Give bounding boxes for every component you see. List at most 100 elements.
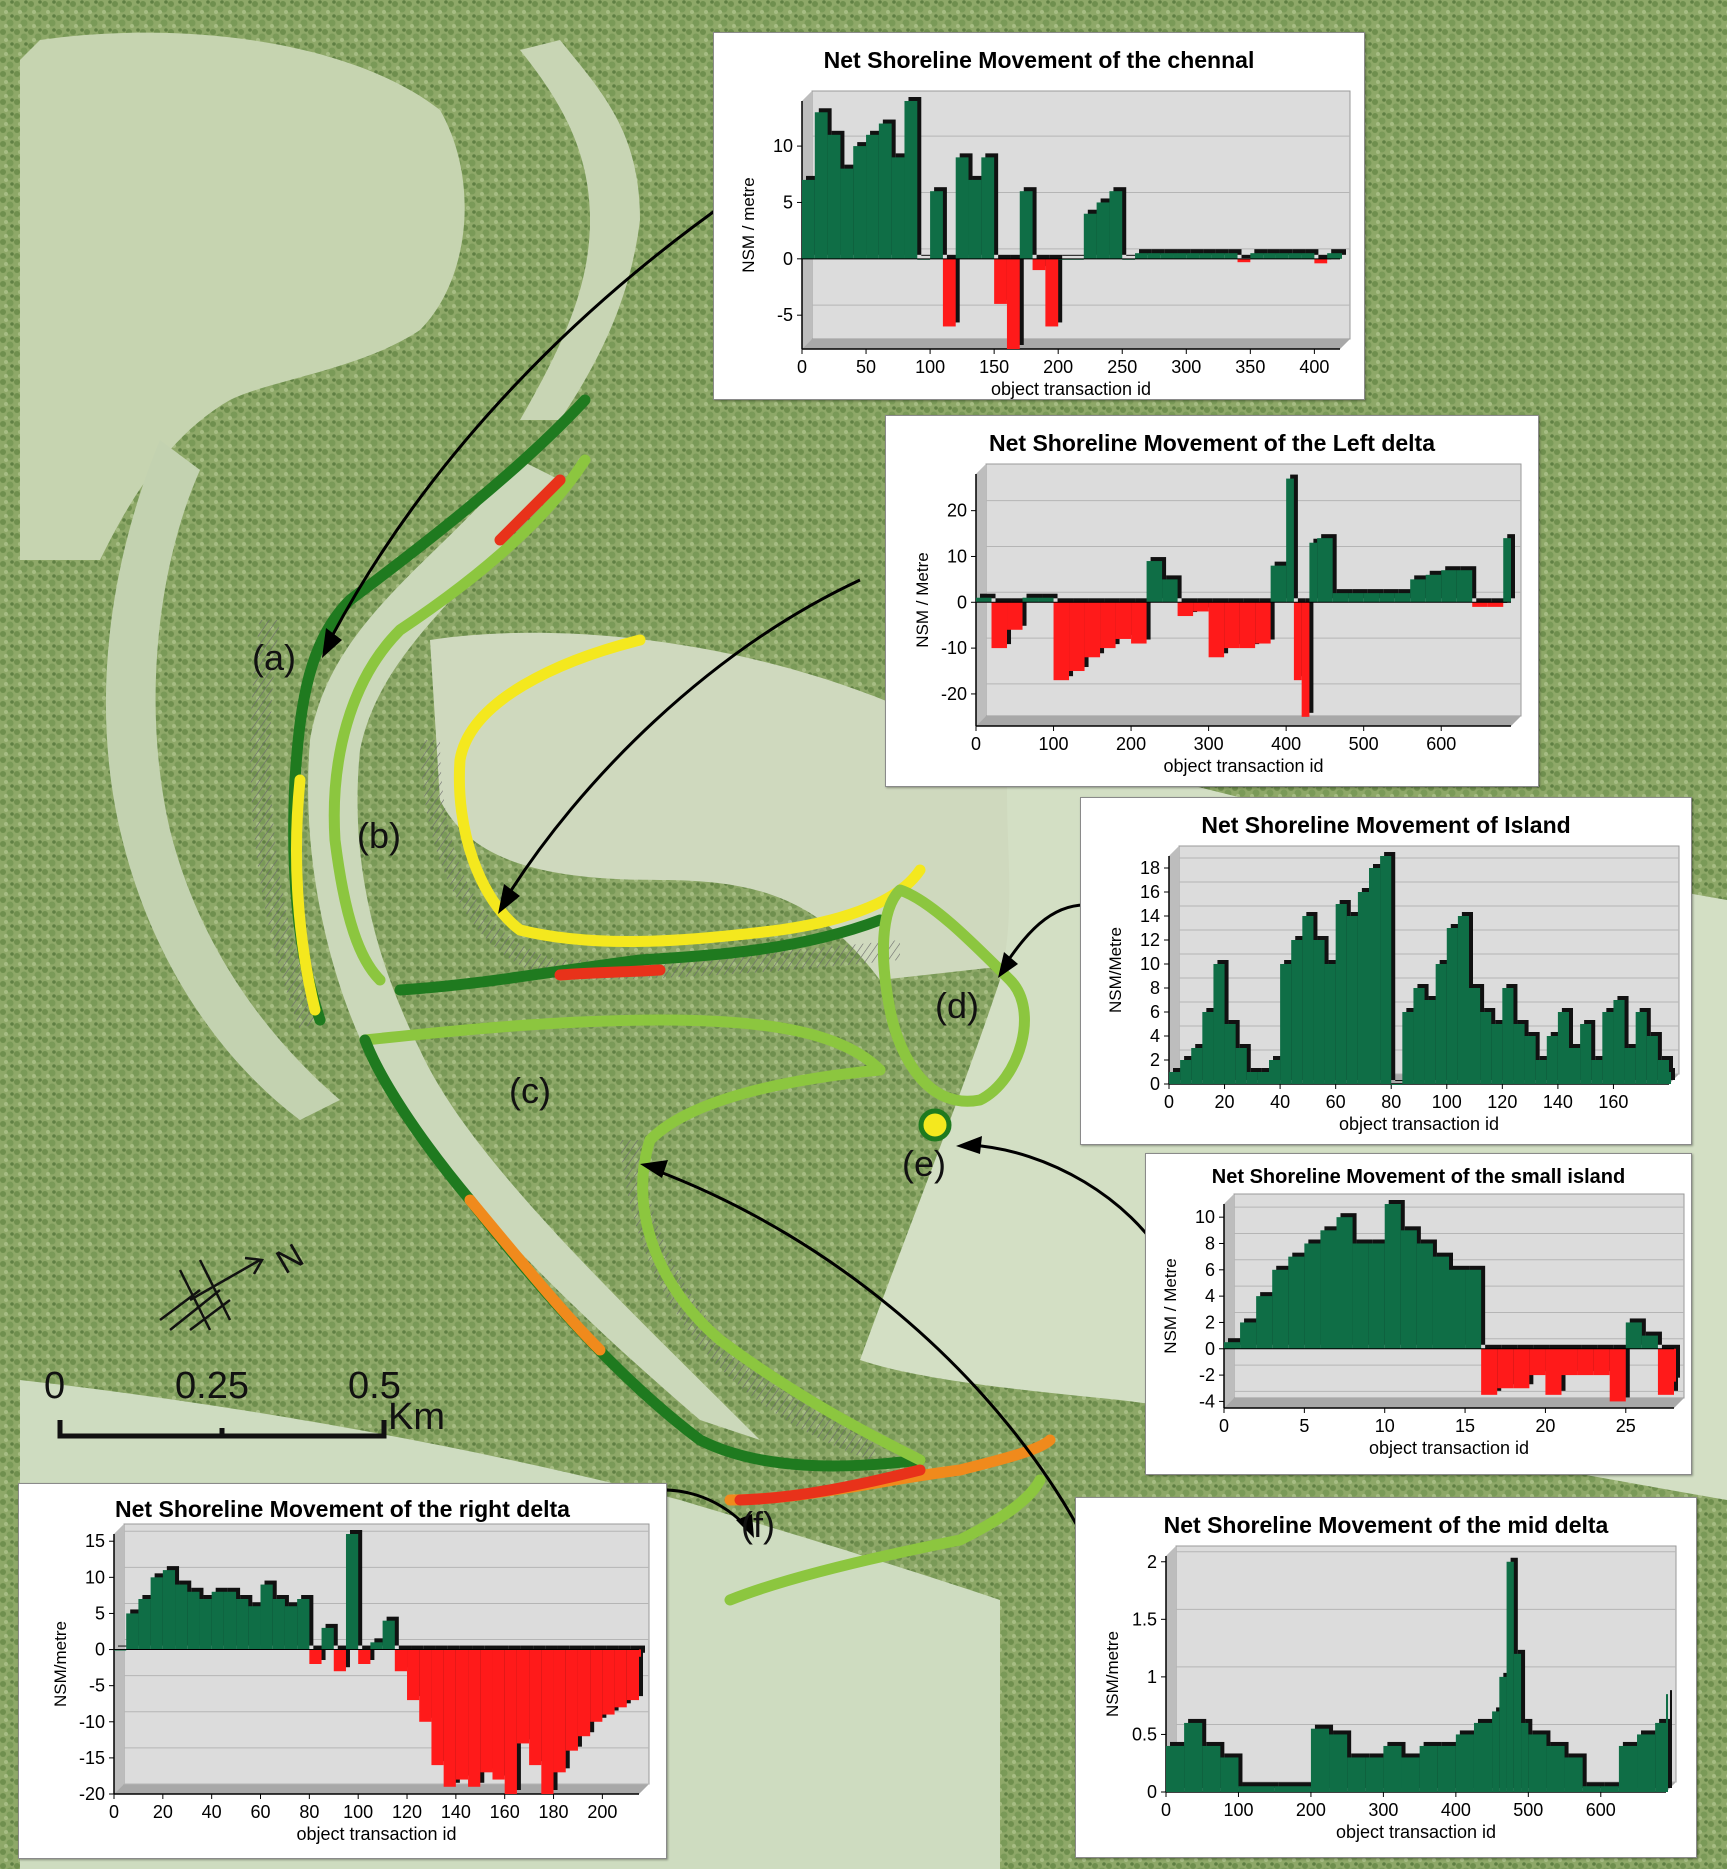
y-tick-label: 0 [1147, 1782, 1157, 1802]
x-tick-label: 160 [1598, 1092, 1628, 1112]
bar-shadow [1267, 249, 1280, 255]
x-tick-label: 400 [1271, 734, 1301, 754]
bar [930, 191, 943, 259]
bar [1352, 1243, 1369, 1349]
bar [1100, 602, 1116, 649]
bar [1255, 602, 1271, 644]
y-tick-label: 6 [1205, 1260, 1215, 1280]
region-label-f: (f) [741, 1504, 775, 1545]
bar [1416, 1243, 1433, 1349]
bar [480, 1649, 493, 1773]
x-tick-label: 500 [1513, 1800, 1543, 1820]
bar [1166, 1745, 1185, 1792]
shoreline-delta-top-red [554, 964, 666, 981]
x-tick-label: 150 [979, 357, 1009, 377]
bar [1160, 253, 1174, 259]
bar [1582, 1786, 1601, 1792]
bar [1580, 1024, 1592, 1084]
bar [1317, 538, 1333, 603]
y-axis-label: NSM/metre [1103, 1631, 1122, 1717]
bar-shadow [1278, 1782, 1315, 1788]
bar [1535, 1060, 1547, 1084]
bar [1380, 856, 1392, 1084]
x-tick-label: 25 [1616, 1416, 1636, 1436]
bar [1275, 253, 1289, 259]
bar [1135, 253, 1148, 259]
shoreline-a-yellow [291, 774, 321, 1016]
bar [1637, 1734, 1656, 1792]
bar [1314, 258, 1328, 264]
chart-title: Net Shoreline Movement of the right delt… [115, 1496, 570, 1522]
bar [639, 1649, 641, 1657]
bar [1457, 916, 1469, 1084]
bar [814, 112, 828, 259]
bar [1513, 1653, 1522, 1792]
y-tick-label: 0 [1205, 1339, 1215, 1359]
x-tick-label: 140 [1543, 1092, 1573, 1112]
bar-shadow [1254, 249, 1268, 255]
x-tick-label: 20 [153, 1802, 173, 1822]
bar-shadow [1507, 534, 1515, 599]
y-tick-label: 2 [1150, 1050, 1160, 1070]
bar-shadow [1476, 598, 1492, 603]
y-tick-label: 0 [1150, 1074, 1160, 1094]
x-tick-label: 600 [1426, 734, 1456, 754]
bar [968, 179, 982, 259]
bar [138, 1599, 151, 1650]
x-tick-label: 300 [1171, 357, 1201, 377]
bar [1007, 602, 1023, 630]
bar-shadow [1075, 254, 1088, 256]
arrow-heads [322, 628, 1018, 1538]
bar [431, 1649, 444, 1766]
bar [443, 1649, 456, 1787]
bar [1591, 1060, 1603, 1084]
transects-delta [420, 740, 900, 980]
x-tick-label: 100 [915, 357, 945, 377]
bar [1293, 602, 1302, 681]
bar [1513, 1024, 1525, 1084]
bar [1238, 1786, 1275, 1792]
region-label-a: (a) [252, 637, 296, 678]
scale-tick-05: 0.5 [348, 1365, 401, 1407]
x-axis-label: object transaction id [1336, 1822, 1496, 1842]
bar [1646, 1036, 1658, 1084]
y-tick-label: 1 [1147, 1667, 1157, 1687]
bar [1441, 570, 1457, 603]
arrowhead-right-delta [736, 1514, 754, 1538]
bar [1384, 1204, 1401, 1349]
north-arrow-pointer [189, 1256, 265, 1302]
bar [1224, 1024, 1236, 1084]
x-tick-label: 160 [490, 1802, 520, 1822]
bar [1191, 1048, 1203, 1084]
bar-shadow [1062, 254, 1075, 256]
bar [553, 1649, 566, 1773]
bar [297, 1599, 310, 1650]
bar [468, 1649, 481, 1787]
bar [1083, 213, 1097, 259]
bar [1224, 1342, 1241, 1349]
arrow-island [1003, 903, 1086, 966]
bar [1564, 1757, 1583, 1792]
chart-title: Net Shoreline Movement of the mid delta [1163, 1512, 1609, 1538]
y-tick-label: 10 [773, 136, 793, 156]
bar-shadow [1228, 1338, 1245, 1345]
bar [1313, 940, 1325, 1084]
bar [1473, 1722, 1493, 1792]
bar [1310, 1728, 1330, 1792]
bar [1019, 191, 1033, 259]
bar [994, 258, 1007, 304]
lake-top-left [20, 32, 465, 560]
bar-shadow [1586, 1782, 1605, 1788]
bar [1146, 561, 1163, 603]
bar-shadow [1279, 249, 1293, 255]
bar [1437, 1745, 1456, 1792]
bar [1272, 1269, 1289, 1349]
bar [1357, 892, 1369, 1084]
shoreline-c-upper [359, 1014, 886, 1076]
bar [1280, 964, 1292, 1084]
chart-title: Net Shoreline Movement of the chennal [823, 47, 1255, 73]
bar-shadow [1203, 249, 1216, 255]
chart-title: Net Shoreline Movement of the Left delta [989, 430, 1435, 456]
bar [1410, 579, 1426, 603]
